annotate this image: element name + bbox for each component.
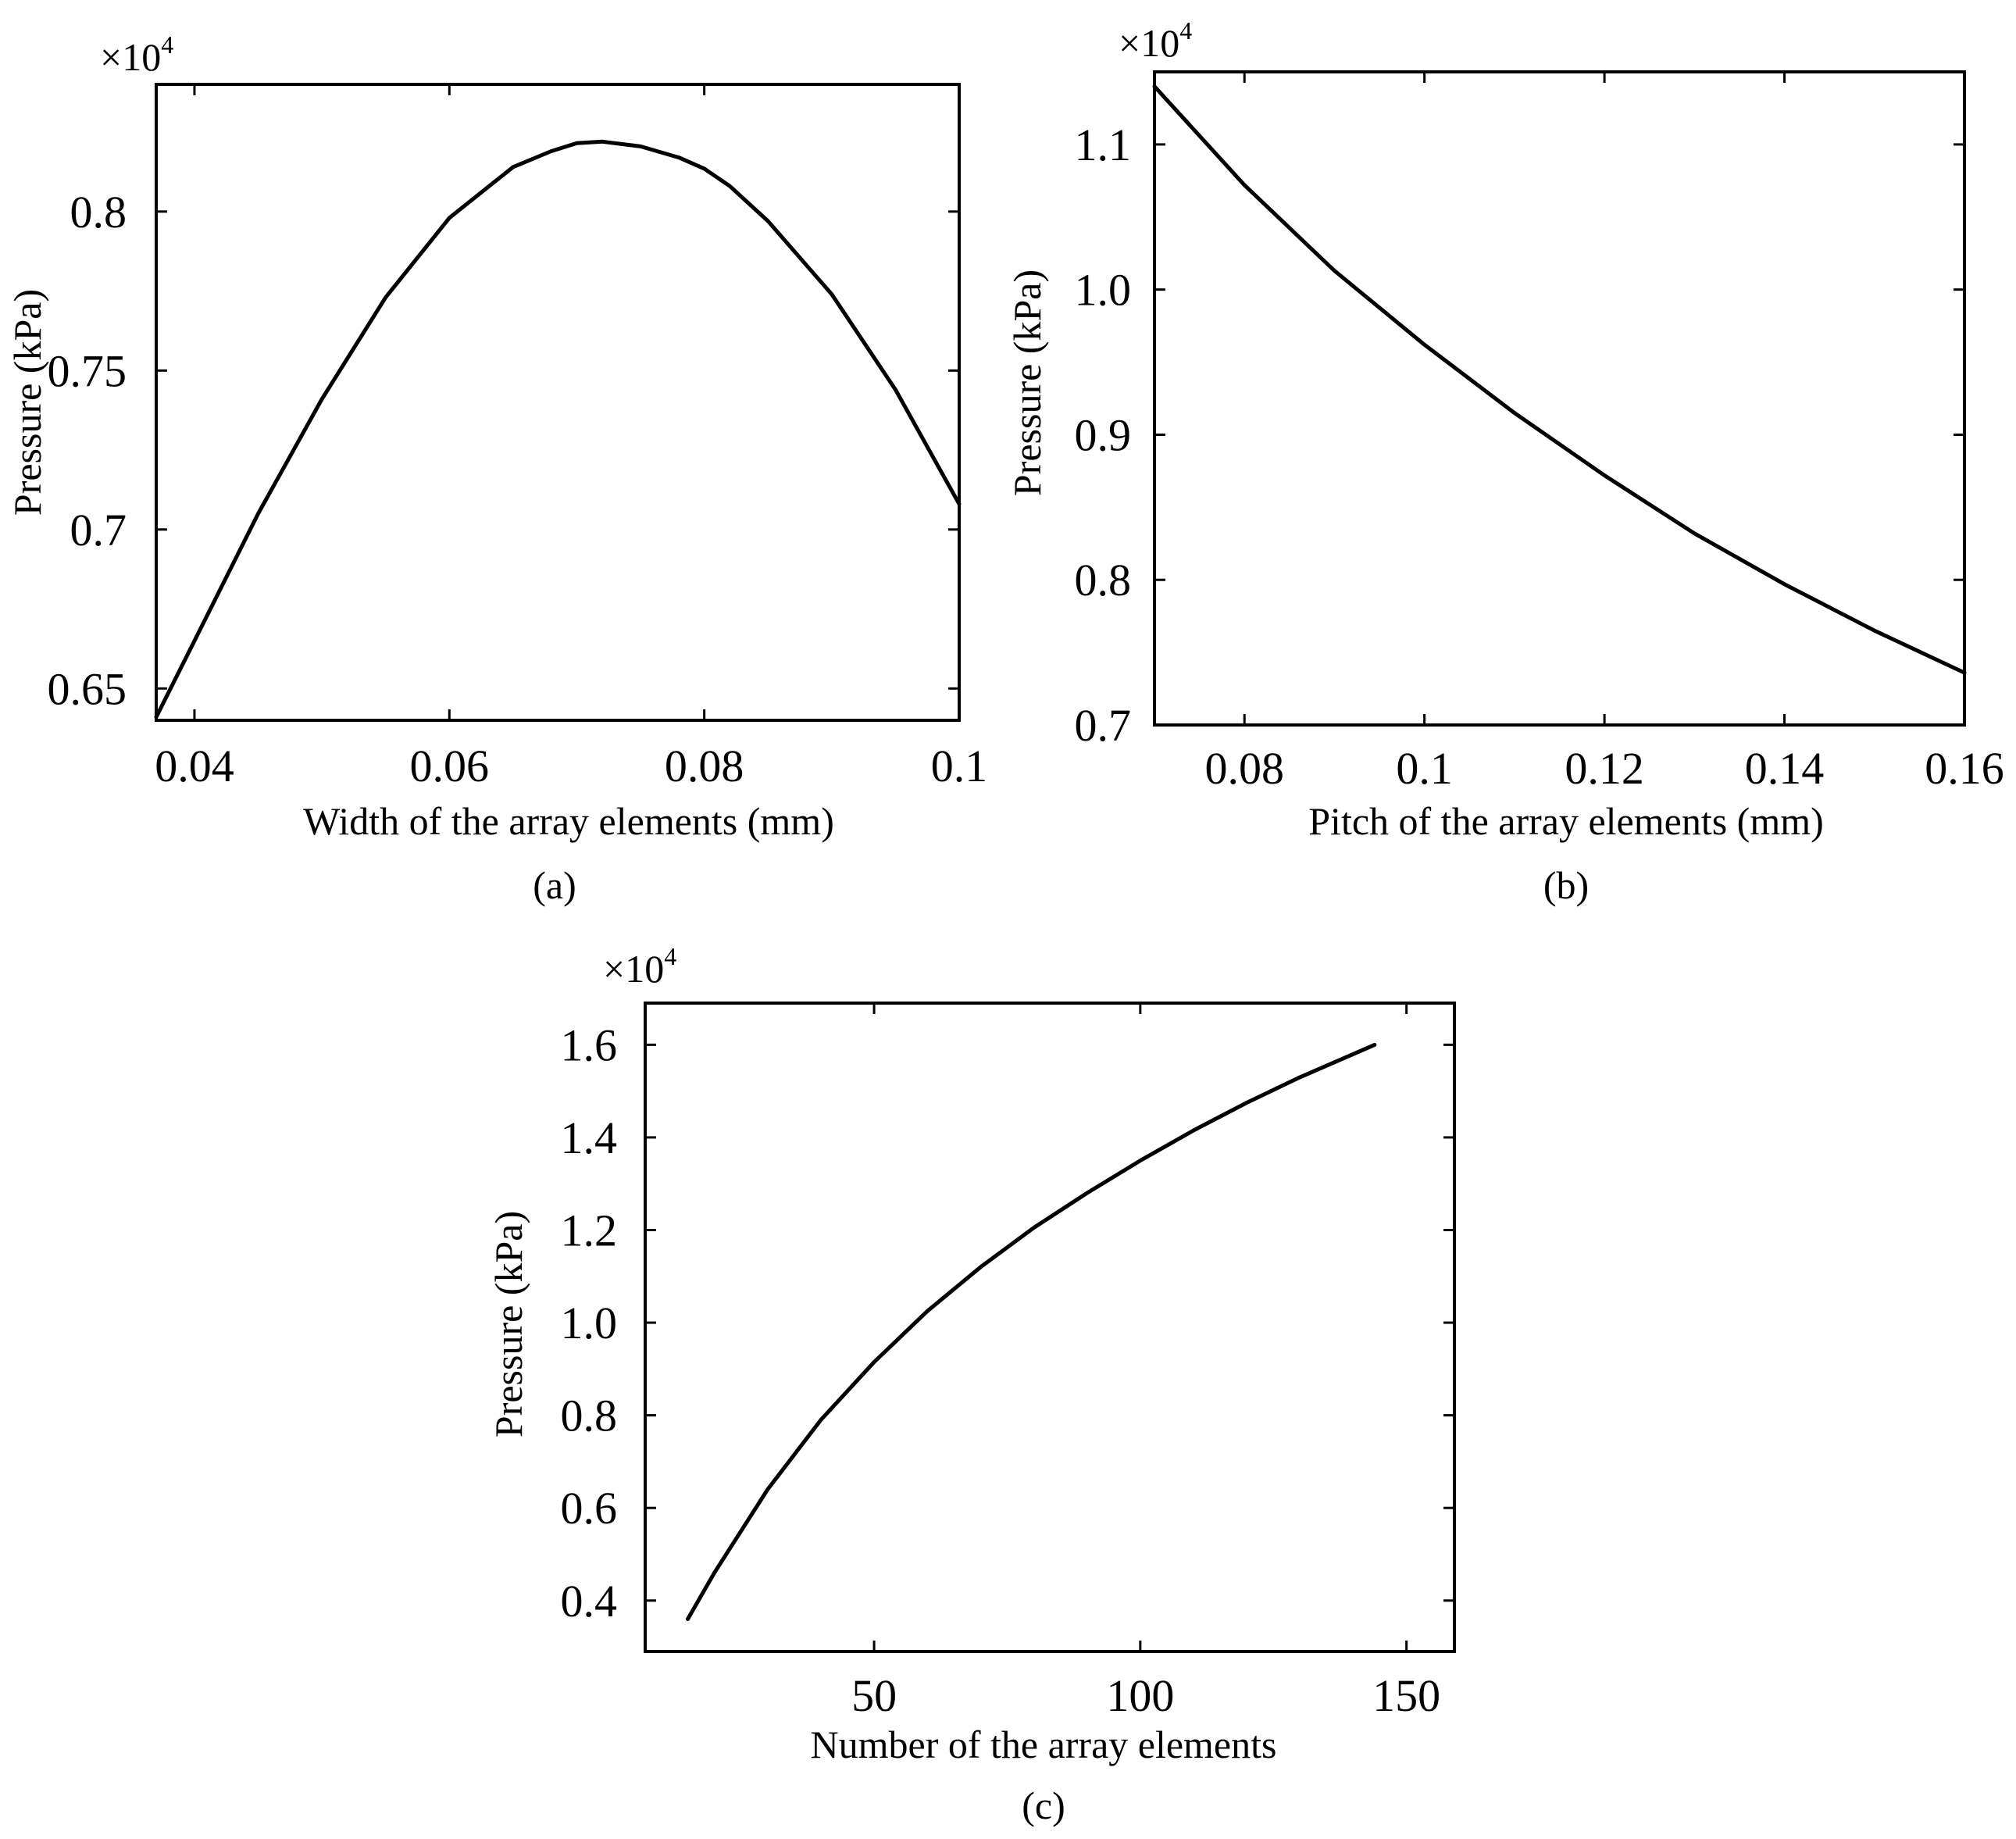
y-tick-label-c: 1.2 [561,1205,618,1256]
y-tick-label-a: 0.65 [48,663,127,714]
x-tick-label-b: 0.14 [1745,743,1825,794]
x-tick-label-b: 0.08 [1204,743,1284,794]
series-line-b [1152,84,1967,675]
y-tick-label-b: 0.7 [1075,700,1132,751]
y-tick-label-b: 1.1 [1075,120,1132,170]
plot-frame-a [155,83,961,722]
x-tick-label-c: 150 [1372,1670,1440,1721]
y-tick-label-b: 0.8 [1075,555,1132,605]
y-tick-label-a: 0.75 [48,345,127,396]
x-tick-label-a: 0.04 [155,741,234,791]
y-tick-label-c: 1.6 [561,1019,618,1070]
scale-factor-exponent: 4 [161,30,173,59]
caption-a: (a) [533,863,576,907]
scale-factor-a: ×104 [100,30,173,79]
y-tick-label-a: 0.7 [70,505,127,555]
plot-frame-b [1153,70,1966,727]
x-axis-label-c: Number of the array elements [811,1723,1277,1766]
x-tick-label-a: 0.08 [665,741,744,791]
x-tick-label-b: 0.16 [1925,743,2004,794]
caption-c: (c) [1022,1784,1065,1827]
y-tick-label-c: 0.6 [561,1483,618,1534]
x-tick-label-a: 0.1 [931,741,988,791]
x-tick-label-c: 50 [851,1670,897,1721]
x-axis-label-a: Width of the array elements (mm) [303,799,834,843]
panel-a: 0.04 0.06 0.08 0.1 0.65 0.7 0.75 0.8 Width of th… [5,30,987,907]
y-tick-label-b: 1.0 [1075,265,1132,316]
scale-factor-c: ×104 [603,942,676,991]
y-axis-label-b: Pressure (kPa) [1005,270,1049,496]
x-tick-label-c: 100 [1106,1670,1174,1721]
scale-factor-base: ×10 [100,35,161,79]
y-axis-label-c: Pressure (kPa) [487,1211,530,1437]
panel-c: 50 100 150 0.4 0.6 0.8 1.0 1.2 1.4 1.6 Number of t… [487,942,1456,1827]
scale-factor-exponent: 4 [664,942,676,970]
scale-factor-exponent: 4 [1179,16,1192,45]
x-tick-label-b: 0.12 [1565,743,1644,794]
panel-b: 0.08 0.1 0.12 0.14 0.16 0.7 0.8 0.9 1.0 1.1 Pitch … [1005,16,2004,907]
y-tick-label-a: 0.8 [70,187,127,237]
scale-factor-base: ×10 [1119,21,1179,65]
y-tick-label-b: 0.9 [1075,409,1132,460]
caption-b: (b) [1543,863,1589,907]
y-tick-label-c: 0.4 [561,1576,618,1627]
y-tick-label-c: 1.4 [561,1112,618,1163]
y-tick-label-c: 1.0 [561,1298,618,1348]
y-tick-label-c: 0.8 [561,1391,618,1441]
series-line-c [686,1042,1377,1621]
plot-frame-c [644,1002,1456,1653]
scale-factor-b: ×104 [1119,16,1192,65]
series-line-a [154,139,962,720]
scale-factor-base: ×10 [603,947,664,991]
x-tick-label-a: 0.06 [410,741,490,791]
x-tick-label-b: 0.1 [1396,743,1453,794]
x-axis-label-b: Pitch of the array elements (mm) [1308,799,1824,843]
y-axis-label-a: Pressure (kPa) [5,289,49,516]
